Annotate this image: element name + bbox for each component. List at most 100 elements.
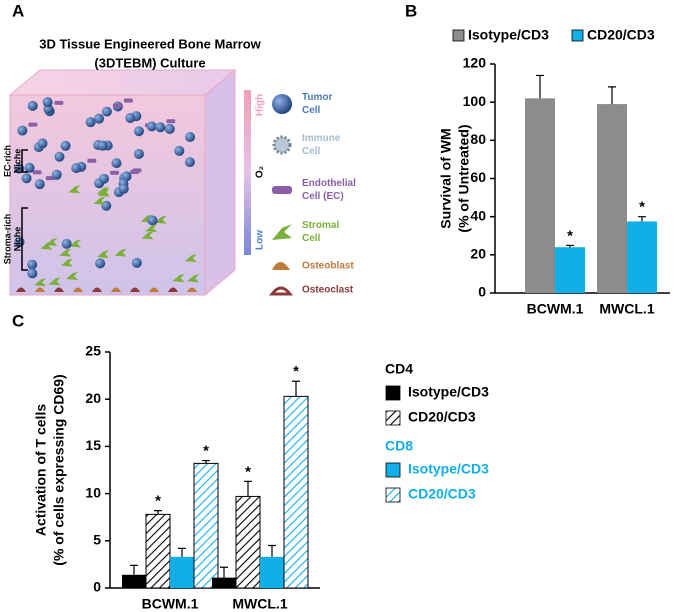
y-tick-label: 20 — [85, 390, 101, 406]
stromal-cell-icon — [187, 274, 200, 283]
error-bar — [220, 566, 228, 578]
stromal-cell-icon — [145, 224, 158, 233]
bar — [193, 462, 219, 589]
y-axis-label: Survival of WM — [438, 128, 454, 228]
tumor-cell-icon — [27, 100, 38, 111]
stromal-cell-icon — [66, 271, 79, 280]
error-bar — [608, 86, 616, 105]
tumor-cell-icon — [85, 117, 96, 128]
legend-label: Isotype/CD3 — [468, 27, 549, 43]
cell-legend-label: Tumor — [302, 92, 332, 103]
legend-group-title: CD8 — [385, 438, 413, 454]
oxygen-label: Low — [255, 230, 266, 250]
cell-legend-label: Cell (EC) — [302, 191, 344, 202]
diagram-title: 3D Tissue Engineered Bone Marrow — [39, 36, 261, 51]
y-axis-label: Activation of T cells — [33, 404, 49, 536]
tumor-cell-icon — [146, 121, 157, 132]
cell-legend-label: Stromal — [302, 220, 339, 231]
error-bar — [536, 74, 544, 99]
tumor-cell-icon — [51, 169, 62, 180]
significance-marker: * — [245, 463, 251, 480]
legend-label: Isotype/CD3 — [408, 461, 489, 477]
tumor-cell-icon — [101, 106, 112, 117]
x-tick-label: MWCL.1 — [599, 301, 654, 317]
bone-cell-icon — [168, 287, 178, 292]
ec-icon — [28, 122, 38, 127]
bar — [260, 556, 284, 588]
tumor-cell-icon — [118, 183, 129, 194]
tumor-cell-icon — [94, 113, 105, 124]
stromal-cell-icon — [141, 231, 154, 240]
legend-swatch — [385, 462, 401, 478]
x-tick-label: MWCL.1 — [232, 596, 287, 612]
stromal-cell-icon — [60, 258, 73, 267]
tumor-cell-icon — [147, 215, 158, 226]
legend-group-title: CD4 — [385, 361, 413, 377]
y-tick-label: 10 — [85, 484, 101, 500]
tumor-cell-icon — [27, 268, 38, 279]
stromal-cell-icon — [93, 196, 106, 205]
stromal-cell-icon — [184, 254, 197, 263]
bar — [597, 104, 627, 293]
tumor-cell-icon — [61, 238, 72, 249]
cell-legend-label: Cell — [302, 233, 321, 244]
y-tick-label: 20 — [470, 246, 486, 262]
bar — [525, 98, 555, 293]
stromal-cell-icon — [69, 239, 82, 248]
bar — [627, 221, 657, 293]
niche-label: Niche — [12, 227, 22, 252]
tumor-cell-icon — [60, 140, 71, 151]
cell-legend-icons — [268, 94, 294, 296]
error-bar — [268, 544, 276, 557]
bone-cell-icon — [16, 287, 26, 292]
y-axis-label: (% of Untreated) — [456, 124, 472, 232]
error-bar — [244, 480, 252, 497]
legend-label: Isotype/CD3 — [408, 384, 489, 400]
y-tick-label: 120 — [463, 55, 487, 71]
y-tick-label: 5 — [93, 532, 101, 548]
stromal-cell-icon — [96, 250, 109, 259]
significance-marker: * — [293, 363, 299, 380]
tumor-cell-icon — [54, 151, 65, 162]
stromal-cell-icon — [114, 248, 127, 257]
tumor-cell-icon — [17, 125, 28, 136]
bar — [212, 577, 236, 588]
tumor-cell-icon — [185, 131, 196, 142]
stromal-cell-icon — [172, 274, 185, 283]
x-tick-label: BCWM.1 — [527, 301, 584, 317]
legend-label: CD20/CD3 — [408, 486, 476, 502]
bar — [170, 556, 194, 588]
ec-icon — [87, 158, 97, 163]
y-tick-label: 60 — [470, 169, 486, 185]
error-bar — [292, 380, 300, 397]
bar — [555, 247, 585, 293]
error-bar — [178, 547, 186, 557]
ec-icon — [110, 170, 120, 175]
bone-cell-icon — [187, 287, 197, 292]
niche-label: EC-rich — [2, 145, 12, 177]
niche-brackets — [21, 149, 28, 271]
bone-cell-icon — [130, 287, 140, 292]
stromal-cell-icon — [96, 186, 109, 195]
ec-icon — [54, 100, 64, 105]
bar — [122, 574, 146, 588]
ec-icon — [166, 119, 176, 124]
bone-cell-icon — [92, 287, 102, 292]
bar — [145, 513, 171, 589]
error-bar — [154, 509, 162, 515]
cell-legend-label: Osteoblast — [302, 261, 354, 272]
bone-cell-icon — [73, 287, 83, 292]
cell-legend-label: Osteoclast — [302, 285, 354, 296]
stromal-cell-icon — [48, 277, 61, 286]
y-axis-label: (% of cells expressing CD69) — [51, 374, 67, 565]
oxygen-label: High — [255, 94, 266, 116]
tumor-cell-icon — [34, 179, 45, 190]
cell-legend-label: Cell — [302, 146, 321, 157]
significance-marker: * — [155, 493, 161, 510]
error-bar — [130, 564, 138, 575]
stromal-cell-icon — [40, 241, 53, 250]
y-tick-label: 0 — [478, 284, 486, 300]
tumor-cell-icon — [174, 145, 185, 156]
stromal-cell-icon — [59, 248, 72, 257]
